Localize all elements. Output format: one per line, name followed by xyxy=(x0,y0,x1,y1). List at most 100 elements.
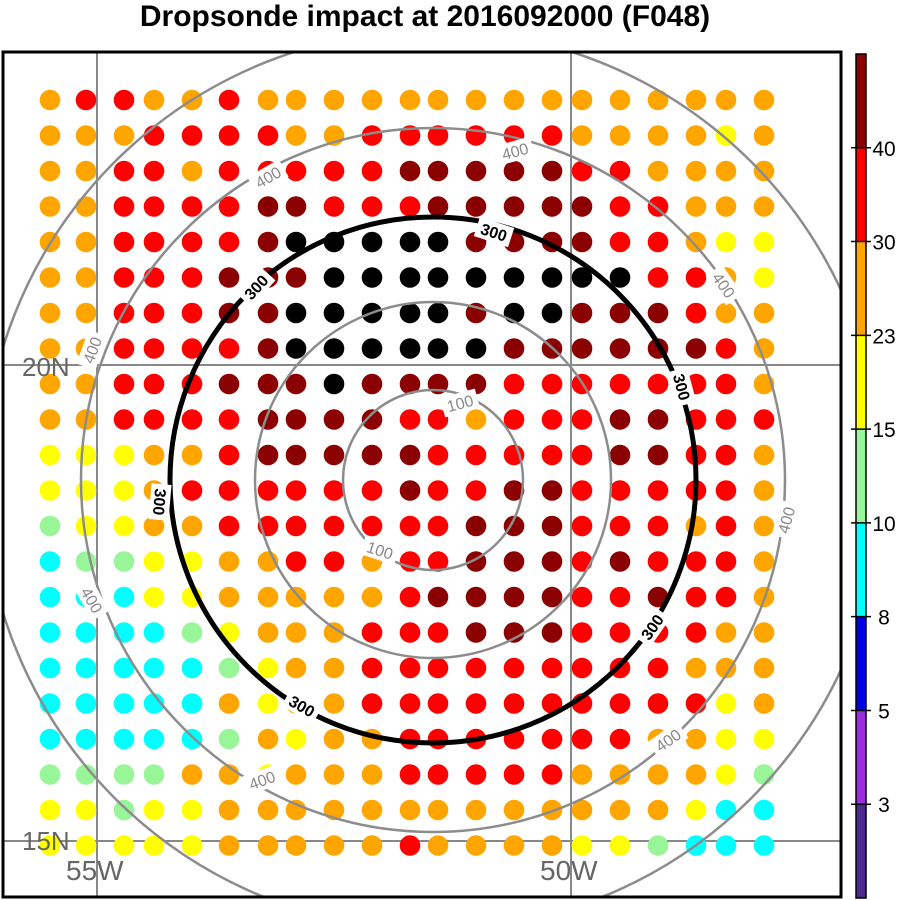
impact-dot xyxy=(181,835,203,856)
impact-dot xyxy=(257,373,279,395)
impact-dot xyxy=(465,373,487,395)
impact-dot xyxy=(399,622,421,643)
impact-dot xyxy=(323,764,345,785)
impact-dot xyxy=(361,373,383,395)
impact-dot xyxy=(609,89,631,111)
chart-title: Dropsonde impact at 2016092000 (F048) xyxy=(139,0,711,33)
impact-dot xyxy=(571,125,593,146)
impact-dot xyxy=(753,302,775,324)
impact-dot xyxy=(571,764,593,785)
impact-dot xyxy=(218,693,240,714)
impact-dot xyxy=(541,444,563,466)
colorbar-bin xyxy=(856,522,866,617)
impact-dot xyxy=(361,693,383,714)
impact-dot xyxy=(323,586,345,608)
impact-dot xyxy=(541,551,563,572)
impact-dot xyxy=(685,160,707,182)
impact-dot xyxy=(715,835,737,856)
impact-dot xyxy=(647,409,669,430)
impact-dot xyxy=(113,196,135,217)
impact-dot xyxy=(541,764,563,785)
impact-dot xyxy=(647,657,669,679)
impact-dot xyxy=(399,586,421,608)
impact-dot xyxy=(323,409,345,430)
impact-dot xyxy=(323,480,345,501)
impact-dot xyxy=(257,89,279,111)
svg-text:400: 400 xyxy=(247,769,278,794)
impact-dot xyxy=(143,551,165,572)
impact-dot xyxy=(753,231,775,253)
impact-dot xyxy=(113,160,135,182)
impact-dot xyxy=(571,515,593,537)
impact-dot xyxy=(571,480,593,501)
impact-dot xyxy=(685,125,707,146)
impact-dot xyxy=(323,373,345,395)
impact-dot xyxy=(113,231,135,253)
impact-dot xyxy=(285,196,307,217)
impact-dot xyxy=(323,551,345,572)
impact-dot xyxy=(257,835,279,856)
impact-dot xyxy=(715,622,737,643)
impact-dot xyxy=(541,480,563,501)
impact-dot xyxy=(427,657,449,679)
impact-dot xyxy=(323,444,345,466)
impact-dot xyxy=(113,515,135,537)
impact-dot xyxy=(75,799,97,821)
impact-dot xyxy=(465,764,487,785)
colorbar-tick-label: 15 xyxy=(872,419,895,442)
impact-dot xyxy=(181,267,203,288)
impact-dot xyxy=(399,89,421,111)
impact-dot xyxy=(715,728,737,750)
colorbar-tick-label: 30 xyxy=(872,232,895,255)
impact-dot xyxy=(647,835,669,856)
impact-dot xyxy=(503,693,525,714)
impact-dot xyxy=(427,302,449,324)
impact-dot xyxy=(571,799,593,821)
impact-dot xyxy=(181,693,203,714)
impact-dot xyxy=(715,302,737,324)
impact-dot xyxy=(753,622,775,643)
impact-dot xyxy=(39,302,61,324)
impact-dot xyxy=(361,267,383,288)
impact-dot xyxy=(143,515,165,537)
impact-dot xyxy=(427,231,449,253)
impact-dot xyxy=(647,196,669,217)
impact-dot xyxy=(753,764,775,785)
impact-dot xyxy=(465,89,487,111)
impact-dot xyxy=(257,728,279,750)
impact-dot xyxy=(39,480,61,501)
impact-dot xyxy=(39,196,61,217)
impact-dot xyxy=(715,231,737,253)
impact-dot xyxy=(285,373,307,395)
impact-dot xyxy=(39,657,61,679)
impact-dot xyxy=(285,231,307,253)
impact-dot xyxy=(113,373,135,395)
impact-dot xyxy=(503,409,525,430)
impact-dot xyxy=(715,373,737,395)
impact-dot xyxy=(399,231,421,253)
impact-dot xyxy=(541,657,563,679)
impact-dot xyxy=(218,231,240,253)
impact-dot xyxy=(285,728,307,750)
impact-dot xyxy=(399,693,421,714)
impact-dot xyxy=(753,480,775,501)
impact-dot xyxy=(113,693,135,714)
impact-dot xyxy=(143,622,165,643)
impact-dot xyxy=(571,657,593,679)
impact-dot xyxy=(181,196,203,217)
impact-dot xyxy=(685,89,707,111)
impact-dot xyxy=(39,125,61,146)
impact-dot xyxy=(39,267,61,288)
impact-dot xyxy=(361,586,383,608)
impact-dot xyxy=(753,89,775,111)
impact-dot xyxy=(39,444,61,466)
impact-dot xyxy=(218,444,240,466)
impact-dot xyxy=(285,551,307,572)
impact-dot xyxy=(571,302,593,324)
impact-dot xyxy=(39,89,61,111)
impact-dot xyxy=(427,160,449,182)
impact-dot xyxy=(753,160,775,182)
impact-dot xyxy=(285,799,307,821)
range-ring-label: 300 xyxy=(148,483,172,521)
impact-dot xyxy=(361,231,383,253)
